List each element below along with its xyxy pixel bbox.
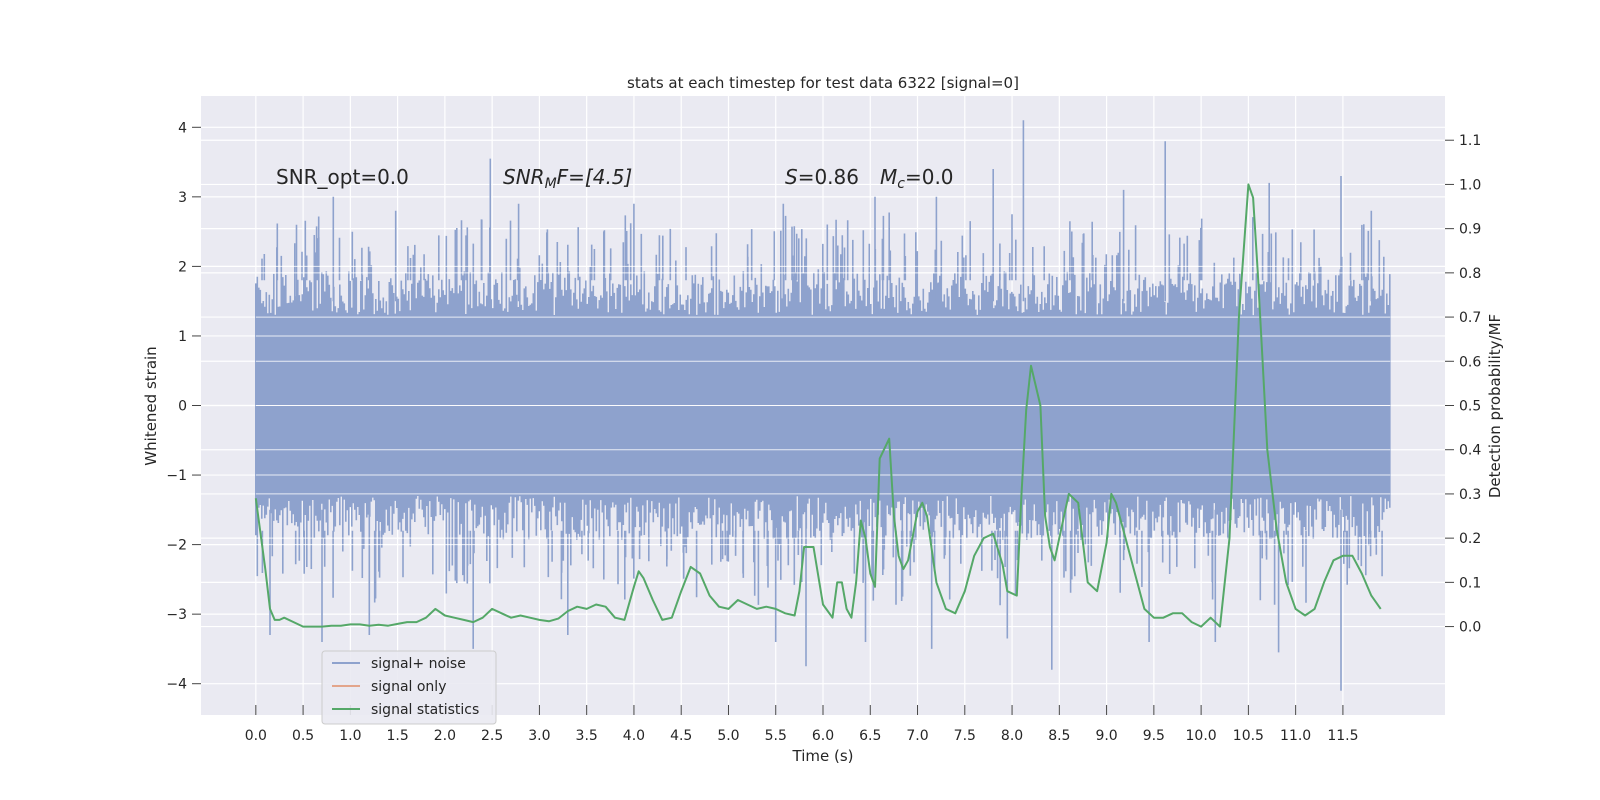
- x-tick-label: 0.5: [292, 728, 314, 744]
- x-tick-label: 11.5: [1327, 728, 1358, 744]
- y-left-tick-label: −2: [166, 538, 187, 554]
- annotation-mc-sub: c: [897, 176, 905, 192]
- x-tick-label: 4.5: [670, 728, 692, 744]
- x-tick-label: 10.0: [1186, 728, 1217, 744]
- y-right-tick-label: 0.3: [1459, 487, 1481, 503]
- x-tick-label: 6.5: [859, 728, 881, 744]
- x-tick-label: 7.0: [906, 728, 928, 744]
- y-right-tick-label: 1.1: [1459, 133, 1481, 149]
- y-right-tick-label: 0.7: [1459, 310, 1481, 326]
- y-ticks-left: −4 −3 −2 −1 0 1 2 3 4: [166, 120, 201, 693]
- annotation-snr-mf-base: SNR: [503, 165, 545, 189]
- y-right-tick-label: 0.2: [1459, 531, 1481, 547]
- y-left-tick-label: 0: [178, 399, 187, 415]
- annotation-s-value: =0.86: [798, 165, 859, 189]
- x-tick-label: 9.0: [1095, 728, 1117, 744]
- x-tick-label: 8.5: [1048, 728, 1070, 744]
- x-tick-label: 1.5: [386, 728, 408, 744]
- x-tick-label: 9.5: [1143, 728, 1165, 744]
- y-right-tick-label: 0.5: [1459, 399, 1481, 415]
- y-ticks-right: 0.0 0.1 0.2 0.3 0.4 0.5 0.6 0.7 0.8 0.9 1.0 1.1: [1445, 133, 1481, 636]
- x-tick-label: 8.0: [1001, 728, 1023, 744]
- y-left-tick-label: 1: [178, 329, 187, 345]
- y-left-tick-label: 4: [178, 120, 187, 136]
- annotation-snr-opt: SNR_opt=0.0: [276, 165, 409, 189]
- y-left-tick-label: 2: [178, 259, 187, 275]
- annotation-s-label: S: [785, 165, 798, 189]
- y-right-tick-label: 0.1: [1459, 575, 1481, 591]
- x-tick-label: 1.0: [339, 728, 361, 744]
- y-axis-label-left: Whitened strain: [142, 346, 160, 465]
- x-tick-label: 5.5: [765, 728, 787, 744]
- y-right-tick-label: 0.6: [1459, 354, 1481, 370]
- x-tick-label: 0.0: [245, 728, 267, 744]
- y-left-tick-label: −3: [166, 607, 187, 623]
- x-ticks: 0.0 0.5 1.0 1.5 2.0 2.5 3.0 3.5 4.0 4.5 5.0 5.5 6.0 6…: [245, 705, 1358, 744]
- x-tick-label: 3.5: [576, 728, 598, 744]
- x-tick-label: 4.0: [623, 728, 645, 744]
- chart-title: stats at each timestep for test data 632…: [627, 74, 1019, 92]
- y-right-tick-label: 0.9: [1459, 222, 1481, 238]
- annotation-snr-mf-rest: F=[4.5]: [557, 165, 633, 189]
- x-tick-label: 6.0: [812, 728, 834, 744]
- annotation-mc-value: =0.0: [905, 165, 954, 189]
- legend: signal+ noise signal only signal statist…: [321, 650, 497, 725]
- signal-statistics-line: [254, 183, 1382, 628]
- x-tick-label: 10.5: [1233, 728, 1264, 744]
- noise-series: [255, 120, 1391, 691]
- x-tick-label: 7.5: [954, 728, 976, 744]
- annotation-snr-mf-sub: M: [545, 176, 557, 192]
- legend-box: [321, 650, 497, 725]
- annotation-s: S=0.86: [785, 165, 859, 189]
- annotation-snr-mf: SNRMF=[4.5]: [503, 165, 632, 192]
- legend-label-signal-statistics: signal statistics: [371, 702, 479, 718]
- y-right-tick-label: 0.4: [1459, 443, 1481, 459]
- x-tick-label: 11.0: [1280, 728, 1311, 744]
- x-axis-label: Time (s): [792, 747, 854, 765]
- y-axis-label-right: Detection probability/MF: [1486, 314, 1504, 498]
- annotation-mc-base: M: [880, 165, 897, 189]
- legend-label-signal-noise: signal+ noise: [371, 656, 466, 672]
- y-right-tick-label: 1.0: [1459, 177, 1481, 193]
- x-tick-label: 2.0: [434, 728, 456, 744]
- y-left-tick-label: −1: [166, 468, 187, 484]
- y-left-tick-label: 3: [178, 190, 187, 206]
- x-tick-label: 5.0: [717, 728, 739, 744]
- annotation-mc: Mc=0.0: [880, 165, 954, 192]
- y-right-tick-label: 0.0: [1459, 620, 1481, 636]
- y-right-tick-label: 0.8: [1459, 266, 1481, 282]
- x-tick-label: 2.5: [481, 728, 503, 744]
- y-left-tick-label: −4: [166, 677, 187, 693]
- x-tick-label: 3.0: [528, 728, 550, 744]
- legend-label-signal-only: signal only: [371, 679, 446, 695]
